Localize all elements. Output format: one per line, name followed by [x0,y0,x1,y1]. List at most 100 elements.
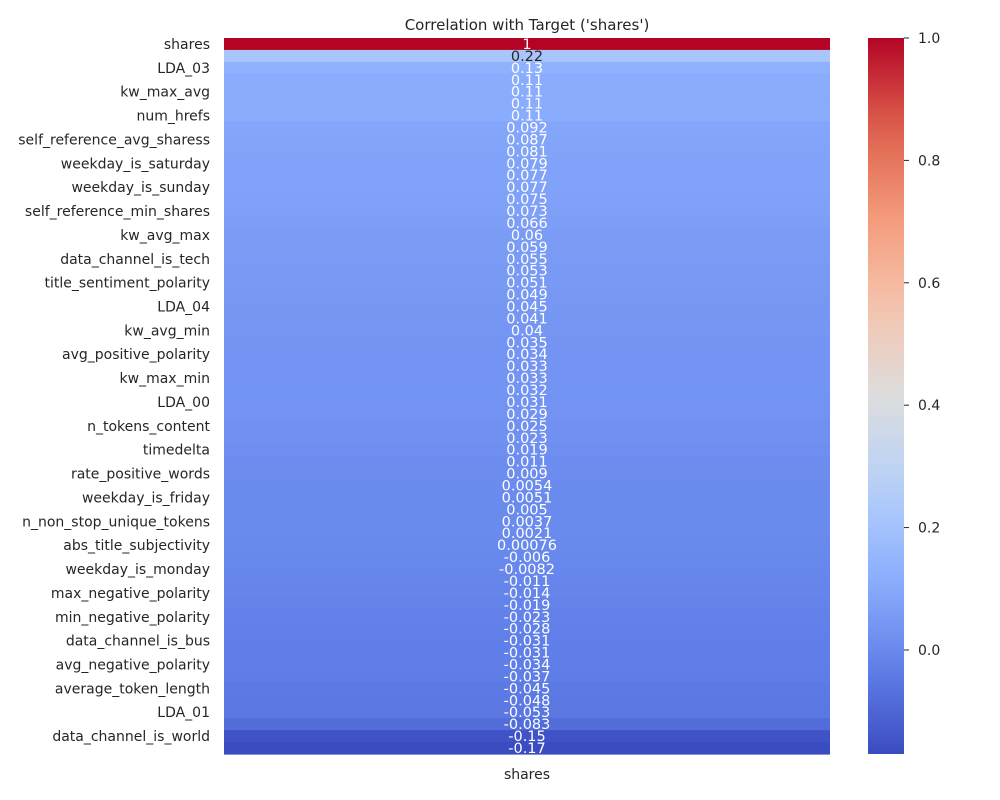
row-label: timedelta [143,443,210,459]
cell-annotation: 0.031 [506,395,548,411]
row-label: n_non_stop_unique_tokens [22,514,210,530]
heatmap-cell [224,419,830,433]
heatmap-cell [224,575,830,588]
cell-annotation: 0.06 [511,228,543,244]
heatmap-cell [224,694,830,707]
cell-annotation: 0.0021 [502,526,553,542]
colorbar-tick-label: 0.4 [918,398,940,414]
heatmap-cell [224,539,830,552]
cell-annotation: 0.079 [506,156,548,172]
heatmap-cell [224,598,830,612]
colorbar-ticks: 0.0 0.2 0.4 0.6 0.8 1.0 [904,31,940,659]
heatmap-cell [224,742,830,755]
colorbar [868,38,904,754]
heatmap-cell [224,97,830,111]
heatmap-cell [224,360,830,373]
heatmap-cell [224,706,830,719]
cell-annotation: -0.006 [504,550,551,566]
heatmap-cell [224,73,830,87]
row-label: abs_title_subjectivity [63,538,210,554]
heatmap-cell [224,730,830,743]
cell-annotation: -0.037 [504,669,551,685]
row-label: kw_max_avg [120,85,210,101]
cell-annotation: -0.031 [504,646,551,662]
heatmap-cell [224,670,830,683]
cell-annotation: 0.033 [506,371,548,387]
cell-annotation: 0.053 [506,264,548,280]
heatmap-cell [224,121,830,135]
row-label: avg_negative_polarity [56,658,210,674]
cell-annotation: 0.11 [511,109,543,125]
heatmap-cell [224,205,830,218]
row-label: kw_avg_max [120,228,210,244]
cell-annotation: 0.00076 [497,538,557,554]
heatmap-cell [224,181,830,194]
cell-annotation: 0.22 [511,49,543,65]
row-labels: shares LDA_03 kw_max_avg num_hrefs self_refe… [18,37,210,745]
cell-annotation: 0.019 [506,443,548,459]
row-label: LDA_04 [157,300,210,316]
cell-annotation: 0.0054 [502,479,553,495]
row-label: rate_positive_words [71,467,210,483]
cell-annotation: 0.081 [506,144,548,160]
cell-annotation: 0.033 [506,359,548,375]
cell-annotation: 0.077 [506,168,548,184]
row-label: n_tokens_content [87,419,210,435]
heatmap-cell [224,479,830,493]
row-label: self_reference_min_shares [25,204,210,220]
heatmap-cell [224,503,830,516]
heatmap-cell [224,718,830,731]
cell-annotation: -0.15 [508,729,546,745]
row-label: title_sentiment_polarity [45,276,210,292]
cell-annotation: 0.073 [506,204,548,220]
cell-annotation: -0.17 [508,741,546,757]
cell-annotation: -0.028 [504,622,551,638]
row-label: avg_positive_polarity [62,347,210,363]
cell-annotation: 0.049 [506,288,548,304]
cell-annotation: 0.051 [506,276,548,292]
heatmap-cell [224,586,830,600]
heatmap-cell [224,312,830,325]
row-label: weekday_is_saturday [61,156,210,172]
heatmap-cell [224,240,830,254]
row-label: data_channel_is_tech [60,252,210,268]
cell-annotations: 10.220.130.110.110.110.110.0920.0870.081… [497,37,557,757]
cell-annotation: 0.025 [506,419,548,435]
colorbar-tick-label: 0.2 [918,521,940,537]
heatmap-cell [224,157,830,170]
heatmap-cell [224,515,830,528]
cell-annotation: 0.11 [511,73,543,89]
cell-annotation: -0.0082 [499,562,555,578]
heatmap-cell [224,336,830,349]
heatmap-cell [224,563,830,576]
heatmap-cell [224,443,830,457]
cell-annotation: 0.005 [506,502,548,518]
cell-annotation: 0.077 [506,180,548,196]
heatmap-cell [224,658,830,672]
cell-annotation: 0.04 [511,323,543,339]
heatmap-cell [224,384,830,397]
row-label: self_reference_avg_sharess [18,132,210,148]
x-tick-label: shares [504,767,550,783]
heatmap-cell [224,228,830,242]
heatmap-cell [224,551,830,564]
heatmap-cell [224,288,830,302]
heatmap-cell [224,527,830,540]
cell-annotation: 0.055 [506,252,548,268]
heatmap-cell [224,61,830,75]
cell-annotation: 0.0051 [502,490,553,506]
heatmap-cell [224,276,830,290]
row-label: average_token_length [55,681,210,697]
heatmap-cell [224,38,830,51]
cell-annotation: 0.13 [511,61,543,77]
row-label: weekday_is_sunday [71,180,210,196]
row-label: min_negative_polarity [55,610,210,626]
colorbar-tick-label: 0.0 [918,643,940,659]
row-label: max_negative_polarity [51,586,210,602]
heatmap-cell [224,193,830,206]
row-label: data_channel_is_world [52,729,210,745]
row-label: kw_avg_min [124,323,210,339]
cell-annotation: 0.032 [506,383,548,399]
cell-annotation: -0.011 [504,574,551,590]
